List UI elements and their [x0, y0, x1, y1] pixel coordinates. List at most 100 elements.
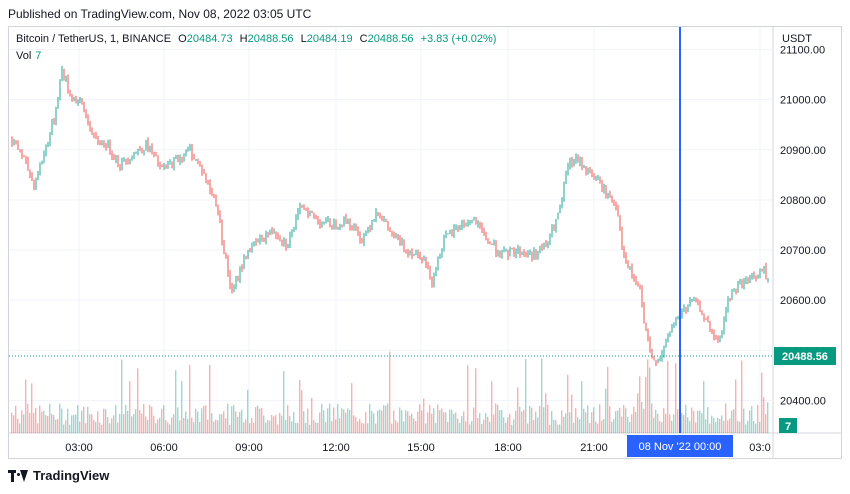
volume-bar — [423, 398, 425, 433]
volume-bar — [105, 409, 107, 433]
volume-bar — [357, 421, 359, 433]
published-header: Published on TradingView.com, Nov 08, 20… — [8, 7, 312, 21]
x-tick-label: 03:0 — [749, 442, 770, 454]
volume-bar — [283, 371, 285, 433]
candles — [11, 65, 769, 366]
volume-bar — [39, 405, 41, 433]
y-tick-label: 20900.00 — [780, 145, 826, 157]
volume-bar — [223, 411, 225, 433]
volume-bar — [63, 424, 65, 433]
volume-bar — [85, 423, 87, 433]
volume-bar — [463, 411, 465, 433]
volume-bar — [411, 413, 413, 433]
y-tick-label: 21100.00 — [780, 45, 825, 57]
volume-bar — [61, 408, 63, 433]
volume-bar — [347, 408, 349, 433]
volume-bar — [703, 381, 705, 433]
volume-bar — [739, 421, 741, 433]
volume-bar — [381, 410, 383, 433]
volume-bar — [385, 405, 387, 433]
volume-bar — [157, 419, 159, 433]
volume-bar — [595, 421, 597, 433]
volume-bar — [227, 403, 229, 433]
volume-bar — [369, 404, 371, 433]
volume-bar — [41, 411, 43, 433]
volume-bar — [225, 418, 227, 433]
volume-bar — [239, 411, 241, 433]
volume-bar — [53, 415, 55, 433]
volume-bar — [213, 421, 215, 433]
volume-bar — [181, 381, 183, 433]
volume-bar — [405, 410, 407, 433]
volume-bar — [207, 419, 209, 433]
volume-bar — [253, 422, 255, 433]
volume-bar — [277, 424, 279, 433]
volume-bar — [79, 421, 81, 433]
volume-bar — [639, 376, 641, 433]
volume-bar — [625, 408, 627, 433]
volume-bar — [631, 414, 633, 433]
volume-bar — [159, 417, 161, 433]
volume-bar — [333, 407, 335, 433]
volume-bar — [695, 422, 697, 433]
y-tick-label: 20600.00 — [780, 295, 826, 307]
volume-bar — [191, 417, 193, 433]
volume-bar — [91, 414, 93, 433]
volume-bar — [21, 410, 23, 433]
volume-bar — [655, 409, 657, 433]
volume-bar — [741, 360, 743, 433]
volume-bar — [677, 409, 679, 433]
volume-bar — [751, 406, 753, 433]
volume-bar — [87, 406, 89, 433]
volume-bar — [709, 423, 711, 433]
volume-bar — [447, 421, 449, 433]
volume-bar — [729, 418, 731, 433]
volume-bar — [221, 414, 223, 433]
volume-bar — [637, 393, 639, 433]
volume-bar — [427, 412, 429, 433]
volume-bar — [401, 410, 403, 433]
volume-bar — [31, 383, 33, 433]
volume-bar — [659, 420, 661, 433]
volume-bar — [353, 415, 355, 433]
volume-bar — [643, 408, 645, 433]
volume-bar — [485, 413, 487, 433]
volume-bar — [331, 421, 333, 433]
volume-bar — [33, 412, 35, 433]
volume-bar — [345, 412, 347, 433]
volume-bar — [95, 421, 97, 433]
volume-bar — [129, 381, 131, 433]
tradingview-logo[interactable]: TradingView — [8, 468, 109, 483]
volume-bar — [421, 410, 423, 433]
volume-bar — [579, 419, 581, 433]
volume-bar — [623, 405, 625, 433]
volume-bar — [723, 420, 725, 433]
y-tick-label: 20400.00 — [780, 395, 826, 407]
volume-bar — [459, 422, 461, 433]
volume-bar — [585, 412, 587, 433]
volume-bar — [507, 417, 509, 433]
volume-bar — [187, 418, 189, 433]
volume-bar — [577, 417, 579, 433]
volume-bar — [251, 417, 253, 433]
crosshair-time-badge — [627, 435, 733, 457]
volume-bar — [425, 423, 427, 433]
volume-bar — [309, 424, 311, 433]
volume-bar — [13, 415, 15, 433]
volume-bar — [349, 409, 351, 433]
volume-bar — [417, 411, 419, 433]
volume-bar — [23, 414, 25, 433]
volume-bar — [641, 401, 643, 433]
volume-bar — [117, 422, 119, 433]
volume-bar — [321, 404, 323, 433]
volume-bar — [163, 405, 165, 433]
volume-bar — [259, 408, 261, 433]
volume-bar — [633, 406, 635, 433]
volume-bar — [687, 417, 689, 433]
volume-bar — [601, 420, 603, 433]
volume-bar — [569, 412, 571, 433]
volume-bar — [553, 419, 555, 433]
last-price-label: 20488.56 — [782, 351, 828, 363]
volume-bar — [71, 415, 73, 433]
